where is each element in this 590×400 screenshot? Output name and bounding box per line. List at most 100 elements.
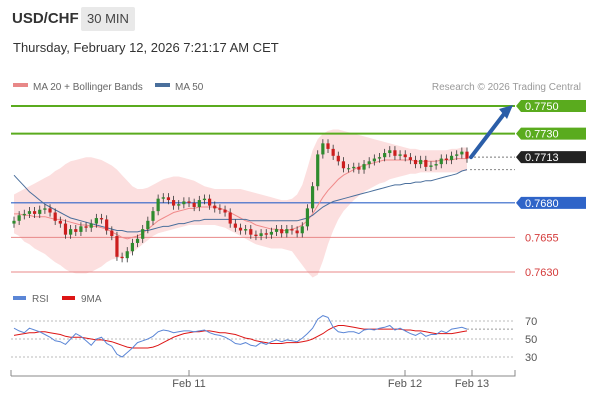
candle-body [264, 233, 268, 235]
rsi-legend-swatch [13, 296, 26, 300]
ma20-legend-swatch [13, 83, 28, 87]
x-tick-label: Feb 11 [172, 378, 205, 390]
candle-body [280, 229, 284, 234]
x-axis: Feb 11 Feb 12 Feb 13 [10, 370, 516, 390]
candle-body [285, 229, 289, 234]
candle-body [233, 223, 237, 228]
candle-body [419, 159, 423, 165]
candle-body [177, 204, 181, 206]
candle-body [424, 159, 428, 167]
candle-body [218, 208, 222, 210]
candle-body [310, 186, 315, 209]
candle-body [12, 220, 16, 224]
candle-body [208, 198, 212, 206]
level-label-0.7750: 0.7750 [525, 101, 559, 113]
rsi-ma-line [13, 325, 468, 349]
candle-body [367, 161, 371, 165]
level-label-0.7630: 0.7630 [525, 267, 559, 279]
candle-body [156, 198, 160, 212]
ma9-legend-label: 9MA [81, 294, 102, 305]
symbol-label: USD/CHF [12, 10, 79, 27]
timeframe-button[interactable]: 30 MIN [81, 7, 135, 31]
ma50-legend-swatch [155, 83, 170, 87]
candle-body [321, 143, 325, 155]
candle-body [238, 227, 243, 231]
candle-body [58, 220, 62, 224]
rsi-tick-30: 30 [525, 352, 537, 364]
candle-body [383, 153, 387, 158]
candle-body [171, 200, 176, 206]
ma9-legend-swatch [62, 296, 75, 300]
candle-body [161, 197, 165, 199]
x-tick-label: Feb 13 [455, 378, 489, 390]
candle-body [434, 164, 438, 166]
chart-header: USD/CHF 30 MIN [0, 0, 590, 36]
candle-body [84, 226, 88, 228]
x-axis-line [10, 370, 516, 377]
candle-body [48, 208, 52, 213]
candle-body [357, 166, 361, 170]
candle-body [326, 143, 330, 149]
level-tag-0.7680 [516, 196, 586, 209]
candle-body [130, 242, 134, 252]
candle-body [38, 209, 42, 214]
candle-body [300, 226, 304, 234]
candle-body [69, 229, 73, 235]
ma50-line [13, 169, 468, 233]
candle-body [295, 230, 299, 234]
candle-body [182, 201, 186, 205]
candle-body [213, 205, 217, 209]
candle-body [187, 201, 191, 203]
candle-body [465, 151, 469, 159]
forecast-arrow-head [499, 105, 513, 119]
candle-body [377, 157, 382, 159]
candle-body [352, 166, 356, 169]
candle-body [22, 213, 26, 216]
candle-body [305, 208, 310, 227]
candle-body [146, 220, 150, 230]
price-levels [11, 105, 515, 273]
candle-body [244, 229, 248, 231]
rsi-tick-70: 70 [525, 316, 537, 328]
forecast-arrow-shaft [469, 112, 506, 160]
level-label-0.7730: 0.7730 [525, 129, 559, 141]
level-tag-0.7713 [516, 151, 586, 164]
candle-body [274, 229, 279, 232]
ma20-line [14, 158, 467, 240]
candle-body [120, 256, 124, 259]
candle-body [166, 197, 171, 201]
candle-body [79, 226, 83, 232]
level-tag-0.7730 [516, 127, 586, 140]
candle-body [192, 202, 196, 207]
candle-body [331, 148, 335, 156]
candle-body [32, 211, 37, 214]
candle-body [403, 154, 407, 158]
level-label-0.7680: 0.7680 [525, 198, 559, 210]
candle-body [336, 155, 340, 162]
candle-body [53, 212, 57, 221]
x-tick-label: Feb 12 [388, 378, 422, 390]
candle-body [316, 154, 320, 187]
candle-body [290, 229, 294, 231]
candle-body [125, 251, 129, 259]
rsi-panel: 70 50 30 [11, 315, 537, 364]
level-label-0.7713: 0.7713 [525, 152, 559, 164]
candle-body [74, 229, 78, 232]
candle-body [259, 233, 263, 237]
candle-body [413, 159, 418, 165]
copyright-label: Research © 2026 Trading Central [432, 82, 581, 93]
candle-body [398, 154, 402, 156]
candle-body [135, 238, 140, 243]
candle-body [63, 223, 68, 235]
level-tag-0.7750 [516, 100, 586, 112]
candle-body [362, 164, 366, 170]
candle-body [223, 209, 227, 213]
candle-body [202, 198, 207, 201]
candle-body [99, 218, 104, 220]
bollinger-band [14, 129, 467, 278]
rsi-line [13, 315, 468, 358]
candle-body [388, 150, 392, 154]
candle-body [228, 212, 232, 224]
candle-body [43, 208, 47, 210]
